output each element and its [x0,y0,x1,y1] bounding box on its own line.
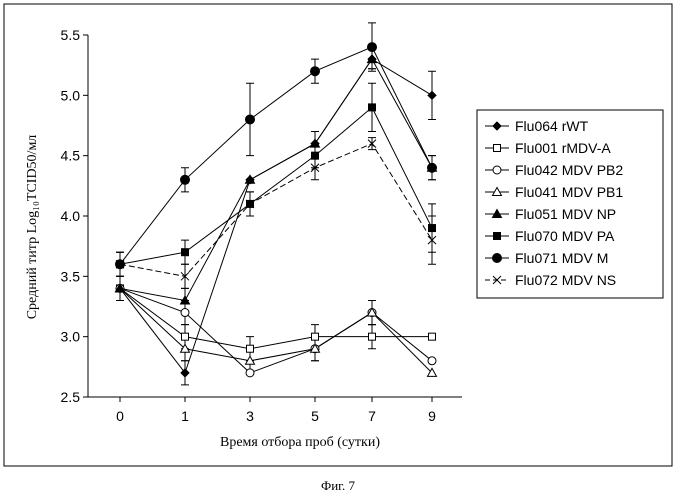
legend-entry: Flu070 MDV PA [515,228,615,244]
data-point [428,357,436,365]
y-tick-label: 5.0 [61,87,81,103]
legend: Flu064 rWT Flu001 rMDV-A Flu042 MDV PB2 Flu… [477,110,663,298]
data-point [428,163,437,172]
x-tick-label: 9 [428,408,436,424]
data-point [247,345,254,352]
x-axis-label: Время отбора проб (сутки) [220,435,380,450]
data-point [429,225,436,232]
data-point [246,115,255,124]
data-point [312,333,319,340]
data-point [182,333,189,340]
x-tick-label: 0 [116,408,124,424]
axes [88,35,462,397]
x-tick-label: 3 [246,408,254,424]
y-tick-label: 5.5 [61,27,81,43]
legend-entry: Flu064 rWT [515,118,589,134]
legend-entry: Flu072 MDV NS [515,272,616,288]
legend-entry: Flu041 MDV PB1 [515,184,623,200]
series-markers [116,43,437,377]
x-tick-label: 1 [181,408,189,424]
y-tick-label: 4.5 [61,148,81,164]
x-tick-label: 7 [368,408,376,424]
y-tick-label: 3.5 [61,268,81,284]
data-point [181,369,189,377]
data-point [312,152,319,159]
series-lines [120,47,432,373]
legend-entry: Flu051 MDV NP [515,206,616,222]
series-line-7 [120,144,432,277]
legend-marker [494,233,501,240]
legend-marker [493,254,502,263]
error-bars [116,23,436,385]
x-tick-label: 5 [311,408,319,424]
legend-box [477,110,663,298]
legend-entry: Flu042 MDV PB2 [515,162,623,178]
y-tick-label: 3.0 [61,329,81,345]
series-line-4 [120,59,432,300]
data-point [428,91,436,99]
y-tick-label: 2.5 [61,389,81,405]
data-point [369,333,376,340]
data-point [368,43,377,52]
data-point [369,104,376,111]
data-point [182,249,189,256]
series-line-3 [120,288,432,372]
legend-marker [494,145,501,152]
legend-marker [493,166,501,174]
data-point [246,369,254,377]
legend-entry: Flu001 rMDV-A [515,140,611,156]
legend-entry: Flu071 MDV M [515,250,608,266]
figure-caption: Фиг. 7 [321,478,356,493]
data-point [181,175,190,184]
series-line-5 [120,107,432,264]
data-point [311,67,320,76]
series-line-2 [120,288,432,372]
y-tick-label: 4.0 [61,208,81,224]
series-line-6 [120,47,432,264]
y-axis-label: Средний титр Log₁₀TCID50/мл [25,135,40,320]
data-point [181,309,189,317]
data-point [429,333,436,340]
